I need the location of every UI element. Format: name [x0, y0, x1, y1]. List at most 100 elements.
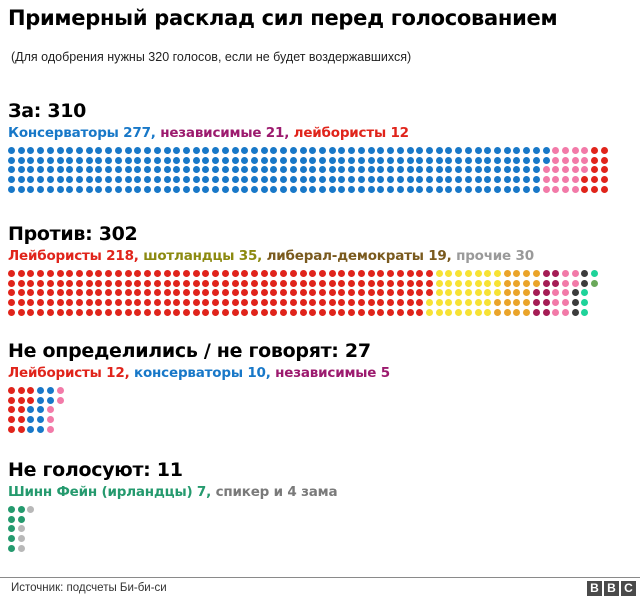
seat-dot [591, 176, 599, 184]
seat-dot [542, 156, 550, 164]
seat-dot [270, 185, 278, 193]
seat-dot [182, 270, 190, 277]
seat-dot [348, 289, 356, 297]
seat-dot [182, 185, 190, 193]
seat-dot [494, 299, 501, 307]
seat-dot [396, 289, 404, 297]
seat-dot [8, 525, 15, 533]
seat-dot [494, 176, 501, 184]
seat-dot [319, 299, 327, 307]
seat-dot [416, 289, 424, 297]
seat-dot [581, 299, 589, 307]
seat-dot [27, 289, 35, 297]
seat-dot [338, 156, 346, 164]
seat-dot [562, 176, 570, 184]
seat-dot [144, 299, 152, 307]
seat-dot [484, 289, 492, 297]
seat-dot [503, 166, 511, 174]
seat-dot [173, 156, 181, 164]
seat-dot [600, 156, 608, 164]
seat-dot [66, 185, 74, 193]
seat-dot [27, 156, 35, 164]
seat-dot [192, 147, 200, 154]
seat-dot [17, 387, 25, 394]
seat-dot [367, 308, 375, 316]
seat-dot [8, 176, 15, 184]
seat-dot [280, 279, 288, 287]
seat-dot [173, 299, 181, 307]
seat-dot [464, 156, 472, 164]
seat-dot [387, 299, 395, 307]
seat-dot [484, 176, 492, 184]
seat-dot [328, 270, 336, 277]
seat-dot [260, 176, 268, 184]
seat-dot [221, 176, 229, 184]
seat-dot [503, 156, 511, 164]
seat-dot [309, 166, 317, 174]
seat-dot [27, 279, 35, 287]
seat-dot [124, 289, 132, 297]
seat-dot [95, 308, 103, 316]
seat-dot [280, 185, 288, 193]
seat-dot [76, 299, 84, 307]
seat-dot [348, 185, 356, 193]
seat-dot [562, 279, 570, 287]
seat-dot [37, 289, 45, 297]
seat-dot [532, 270, 540, 277]
seat-dot [163, 299, 171, 307]
seat-dot [56, 308, 64, 316]
seat-dot [8, 308, 15, 316]
seat-dot [46, 176, 54, 184]
seat-dot [212, 308, 220, 316]
legend-entry: спикер и 4 зама [215, 484, 338, 500]
seat-dot [231, 289, 239, 297]
seat-dot [396, 270, 404, 277]
seat-dot [406, 176, 414, 184]
seat-dot [241, 270, 249, 277]
seat-dot [85, 176, 93, 184]
chart-title: Примерный расклад сил перед голосованием [8, 6, 558, 30]
seat-dot [182, 147, 190, 154]
seat-dot [8, 299, 15, 307]
seat-dot [562, 166, 570, 174]
seat-dot [17, 416, 25, 424]
seat-dot [571, 147, 579, 154]
seat-dot [27, 308, 35, 316]
seat-dot [425, 299, 433, 307]
seat-dot [377, 270, 385, 277]
seat-dot [192, 299, 200, 307]
legend-entry: лейбористы 12 [293, 125, 409, 141]
seat-dot [377, 299, 385, 307]
seat-dot [406, 166, 414, 174]
seat-dot [251, 156, 258, 164]
seat-dot [241, 147, 249, 154]
seat-dot [114, 176, 122, 184]
seat-dot [85, 299, 93, 307]
seat-dot [600, 147, 608, 154]
seat-dot [202, 289, 210, 297]
seat-dot [377, 176, 385, 184]
seat-dot [513, 166, 521, 174]
seat-dot [367, 156, 375, 164]
seat-dot [251, 279, 258, 287]
seat-dot [182, 308, 190, 316]
seat-dot [280, 270, 288, 277]
seat-dot [406, 289, 414, 297]
seat-dot [173, 289, 181, 297]
seat-dot [241, 185, 249, 193]
seat-dot [124, 308, 132, 316]
seat-dot [8, 515, 15, 523]
seat-dot [542, 279, 550, 287]
seat-dot [37, 166, 45, 174]
footer-divider [0, 577, 640, 578]
seat-dot [562, 299, 570, 307]
seat-dot [46, 299, 54, 307]
seat-dot [114, 270, 122, 277]
seat-dot [494, 185, 501, 193]
seat-dot [134, 289, 142, 297]
seat-dot [455, 308, 463, 316]
seat-dot [66, 270, 74, 277]
seat-dot [396, 166, 404, 174]
bbc-logo-letter: B [587, 581, 602, 596]
seat-dot [309, 176, 317, 184]
